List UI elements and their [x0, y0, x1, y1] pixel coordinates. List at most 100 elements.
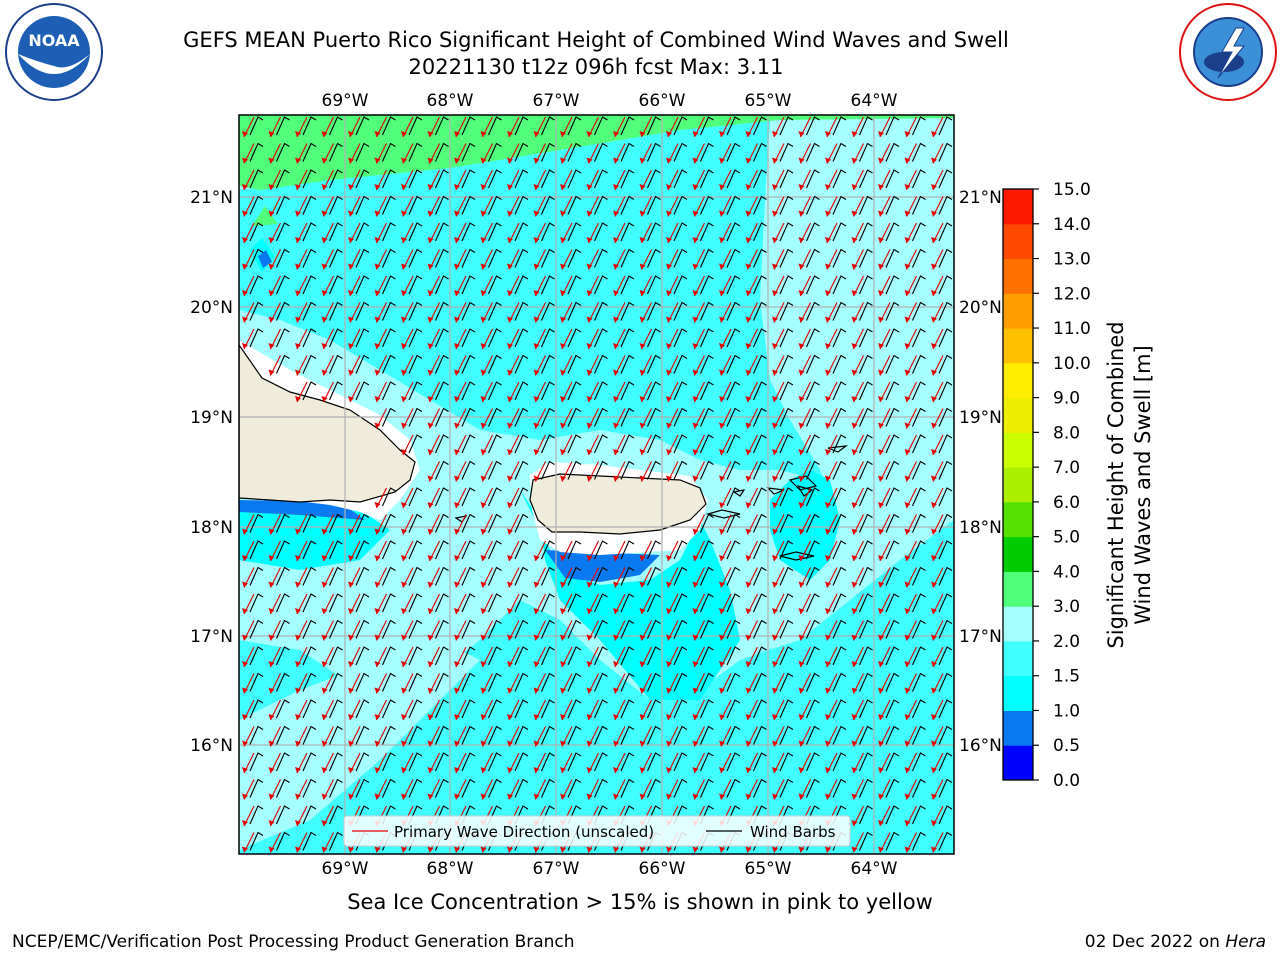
wind-barb	[885, 699, 900, 719]
wave-arrowhead	[321, 263, 328, 270]
wave-arrowhead	[454, 343, 460, 349]
colorbar-tick-label: 10.0	[1053, 354, 1091, 374]
wave-arrowhead	[904, 846, 911, 853]
wave-arrowhead	[401, 714, 407, 720]
wind-barb	[832, 460, 847, 480]
wave-arrowhead	[321, 210, 328, 217]
wave-arrowhead	[586, 767, 593, 773]
wave-arrowhead	[878, 661, 884, 667]
wave-arrowhead	[321, 714, 328, 720]
wave-arrowhead	[401, 290, 407, 296]
wave-arrowhead	[878, 846, 884, 853]
wave-arrowhead	[772, 661, 778, 667]
wave-arrowhead	[507, 634, 513, 641]
wind-barb	[487, 195, 502, 215]
wind-barb	[514, 725, 529, 745]
wave-arrowhead	[719, 714, 725, 720]
wave-arrowhead	[480, 369, 487, 376]
wind-barb	[938, 222, 953, 242]
wave-arrowhead	[613, 131, 619, 137]
wind-barb	[540, 672, 555, 692]
wind-barb	[726, 195, 741, 215]
wave-arrowhead	[242, 767, 248, 773]
lon-label-bottom: 64°W	[851, 859, 898, 879]
wind-barb	[699, 301, 714, 321]
wind-barb	[514, 116, 529, 136]
wave-arrowhead	[268, 157, 275, 164]
wave-arrowhead	[427, 714, 434, 720]
wave-arrowhead	[454, 661, 460, 667]
wind-barb	[832, 434, 847, 454]
wind-barb	[408, 434, 423, 454]
wave-arrowhead	[507, 528, 513, 535]
wave-arrowhead	[295, 263, 301, 270]
colorbar-segment	[1003, 606, 1033, 642]
wave-arrowhead	[719, 316, 725, 323]
wind-barb	[858, 354, 873, 374]
wind-barb	[699, 513, 714, 533]
wind-barb	[593, 566, 608, 586]
wind-barb	[805, 328, 820, 348]
wave-arrowhead	[268, 290, 275, 296]
wave-arrowhead	[851, 316, 858, 323]
colorbar-segment	[1003, 432, 1033, 468]
wave-arrowhead	[904, 793, 911, 800]
wind-barb	[540, 248, 555, 268]
wind-barb	[699, 328, 714, 348]
wave-arrowhead	[692, 555, 699, 561]
wave-arrowhead	[745, 369, 752, 376]
wind-barb	[381, 222, 396, 242]
wave-arrowhead	[533, 184, 540, 190]
wind-barb	[434, 407, 449, 427]
wind-barb	[620, 248, 635, 268]
wind-barb	[646, 222, 661, 242]
wind-barb	[646, 248, 661, 268]
wave-arrowhead	[878, 634, 884, 641]
colorbar-tick-label: 8.0	[1053, 423, 1080, 443]
wind-barb	[381, 593, 396, 613]
wave-arrowhead	[348, 767, 354, 773]
wind-barb	[779, 381, 794, 401]
wave-arrowhead	[268, 820, 275, 826]
wind-barb	[805, 725, 820, 745]
wave-arrowhead	[931, 475, 937, 482]
wave-arrowhead	[427, 475, 434, 482]
wind-barb	[832, 540, 847, 560]
wind-barb	[779, 407, 794, 427]
wave-arrowhead	[480, 767, 487, 773]
colorbar-segment	[1003, 293, 1033, 329]
wind-barb	[885, 487, 900, 507]
wind-barb	[249, 619, 264, 639]
wind-barb	[805, 593, 820, 613]
wave-arrowhead	[454, 157, 460, 164]
wave-arrowhead	[560, 369, 566, 376]
wave-arrowhead	[666, 687, 672, 694]
wave-arrowhead	[586, 661, 593, 667]
wave-arrowhead	[719, 528, 725, 535]
wind-barb	[726, 725, 741, 745]
wind-barb	[461, 407, 476, 427]
wave-arrowhead	[745, 687, 752, 694]
wind-barb	[779, 725, 794, 745]
wind-barb	[381, 619, 396, 639]
wave-arrowhead	[348, 263, 354, 270]
wind-barb	[593, 248, 608, 268]
wind-barb	[302, 248, 317, 268]
wave-arrowhead	[666, 608, 672, 614]
wave-arrowhead	[480, 714, 487, 720]
wind-barb	[885, 275, 900, 295]
wind-barb	[832, 752, 847, 772]
footer-date-text: 02 Dec 2022 on	[1084, 932, 1226, 952]
wave-arrowhead	[745, 555, 752, 561]
wave-arrowhead	[295, 714, 301, 720]
wind-barb	[434, 778, 449, 798]
wave-arrowhead	[427, 210, 434, 217]
wave-arrowhead	[798, 475, 805, 482]
wind-barb	[487, 752, 502, 772]
wind-barb	[249, 593, 264, 613]
lat-label-right: 19°N	[959, 408, 1002, 428]
wind-barb	[434, 301, 449, 321]
wave-arrowhead	[348, 740, 354, 747]
wind-barb	[726, 116, 741, 136]
wind-barb	[567, 248, 582, 268]
